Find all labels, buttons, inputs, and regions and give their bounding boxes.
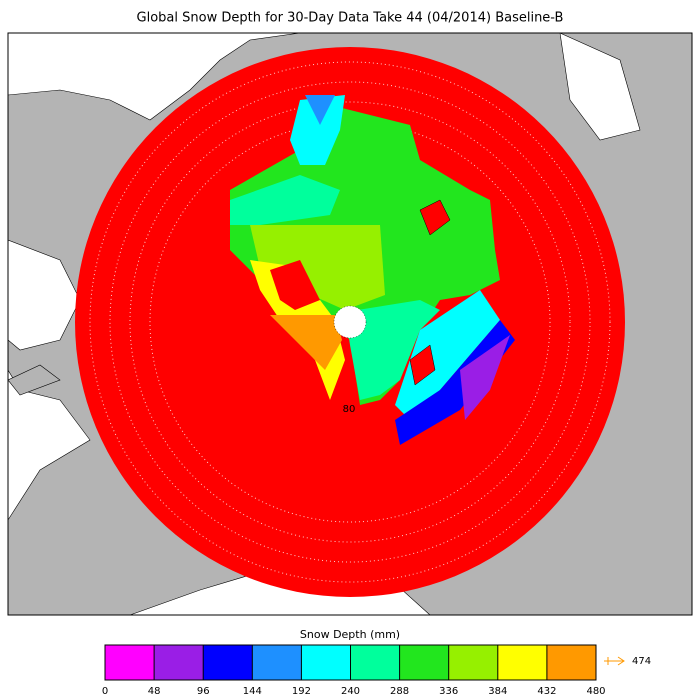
tick-label: 240 — [341, 686, 360, 697]
color-swatch — [252, 645, 302, 680]
tick-label: 0 — [102, 686, 108, 697]
color-swatch — [301, 645, 351, 680]
color-swatch — [546, 645, 596, 680]
color-swatch — [399, 645, 449, 680]
color-swatch — [105, 645, 155, 680]
tick-label: 432 — [537, 686, 556, 697]
tick-label: 192 — [292, 686, 311, 697]
tick-label: 336 — [439, 686, 458, 697]
color-swatch — [154, 645, 204, 680]
colorbar: 0 48 96 144 192 240 288 336 384 432 480 474 — [102, 644, 651, 697]
map: 80 — [8, 33, 692, 615]
max-arrow — [604, 656, 625, 666]
latitude-label: 80 — [343, 404, 356, 415]
tick-label: 144 — [243, 686, 262, 697]
color-swatch — [350, 645, 400, 680]
color-swatch — [448, 645, 498, 680]
tick-label: 288 — [390, 686, 409, 697]
color-swatch — [497, 645, 547, 680]
tick-label: 96 — [197, 686, 210, 697]
title: Global Snow Depth for 30-Day Data Take 4… — [137, 11, 564, 26]
max-value: 474 — [632, 656, 651, 667]
tick-label: 384 — [488, 686, 507, 697]
colorbar-label: Snow Depth (mm) — [300, 628, 400, 641]
tick-label: 48 — [148, 686, 161, 697]
map-frame — [7, 32, 693, 616]
color-swatch — [203, 645, 253, 680]
tick-label: 480 — [586, 686, 605, 697]
